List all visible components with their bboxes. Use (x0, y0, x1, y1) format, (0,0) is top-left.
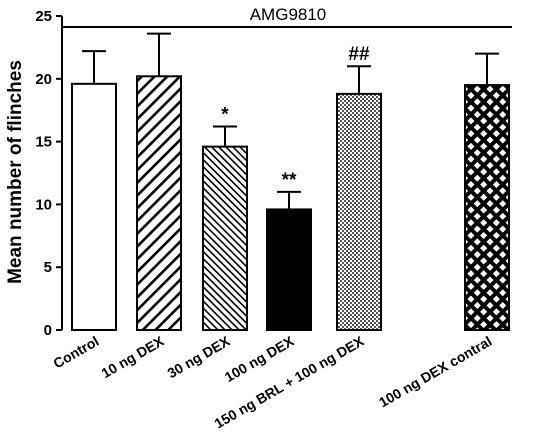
significance-label: ** (282, 170, 297, 191)
y-tick-label: 15 (35, 134, 52, 151)
y-axis-title: Mean number of flinches (5, 60, 26, 284)
bar (202, 145, 248, 331)
bar (136, 75, 182, 332)
bar (464, 84, 510, 331)
significance-label: * (221, 105, 229, 126)
y-tick-label: 20 (35, 71, 52, 88)
bars (71, 75, 510, 332)
category-label: 10 ng DEX (99, 332, 168, 381)
header-label: AMG9810 (250, 5, 327, 24)
y-axis: 0 5 10 15 20 25 (35, 8, 63, 339)
significance-labels: ***## (221, 44, 370, 191)
bar (336, 92, 382, 332)
y-tick-label: 0 (44, 322, 52, 339)
y-tick-label: 5 (44, 259, 52, 276)
category-label: 100 ng DEX contral (376, 333, 494, 411)
bar (266, 208, 312, 331)
bar (71, 82, 117, 331)
category-label: Control (50, 333, 101, 372)
y-tick-label: 25 (35, 8, 52, 25)
significance-label: ## (348, 44, 370, 65)
error-bars (82, 32, 499, 210)
y-tick-label: 10 (35, 196, 52, 213)
